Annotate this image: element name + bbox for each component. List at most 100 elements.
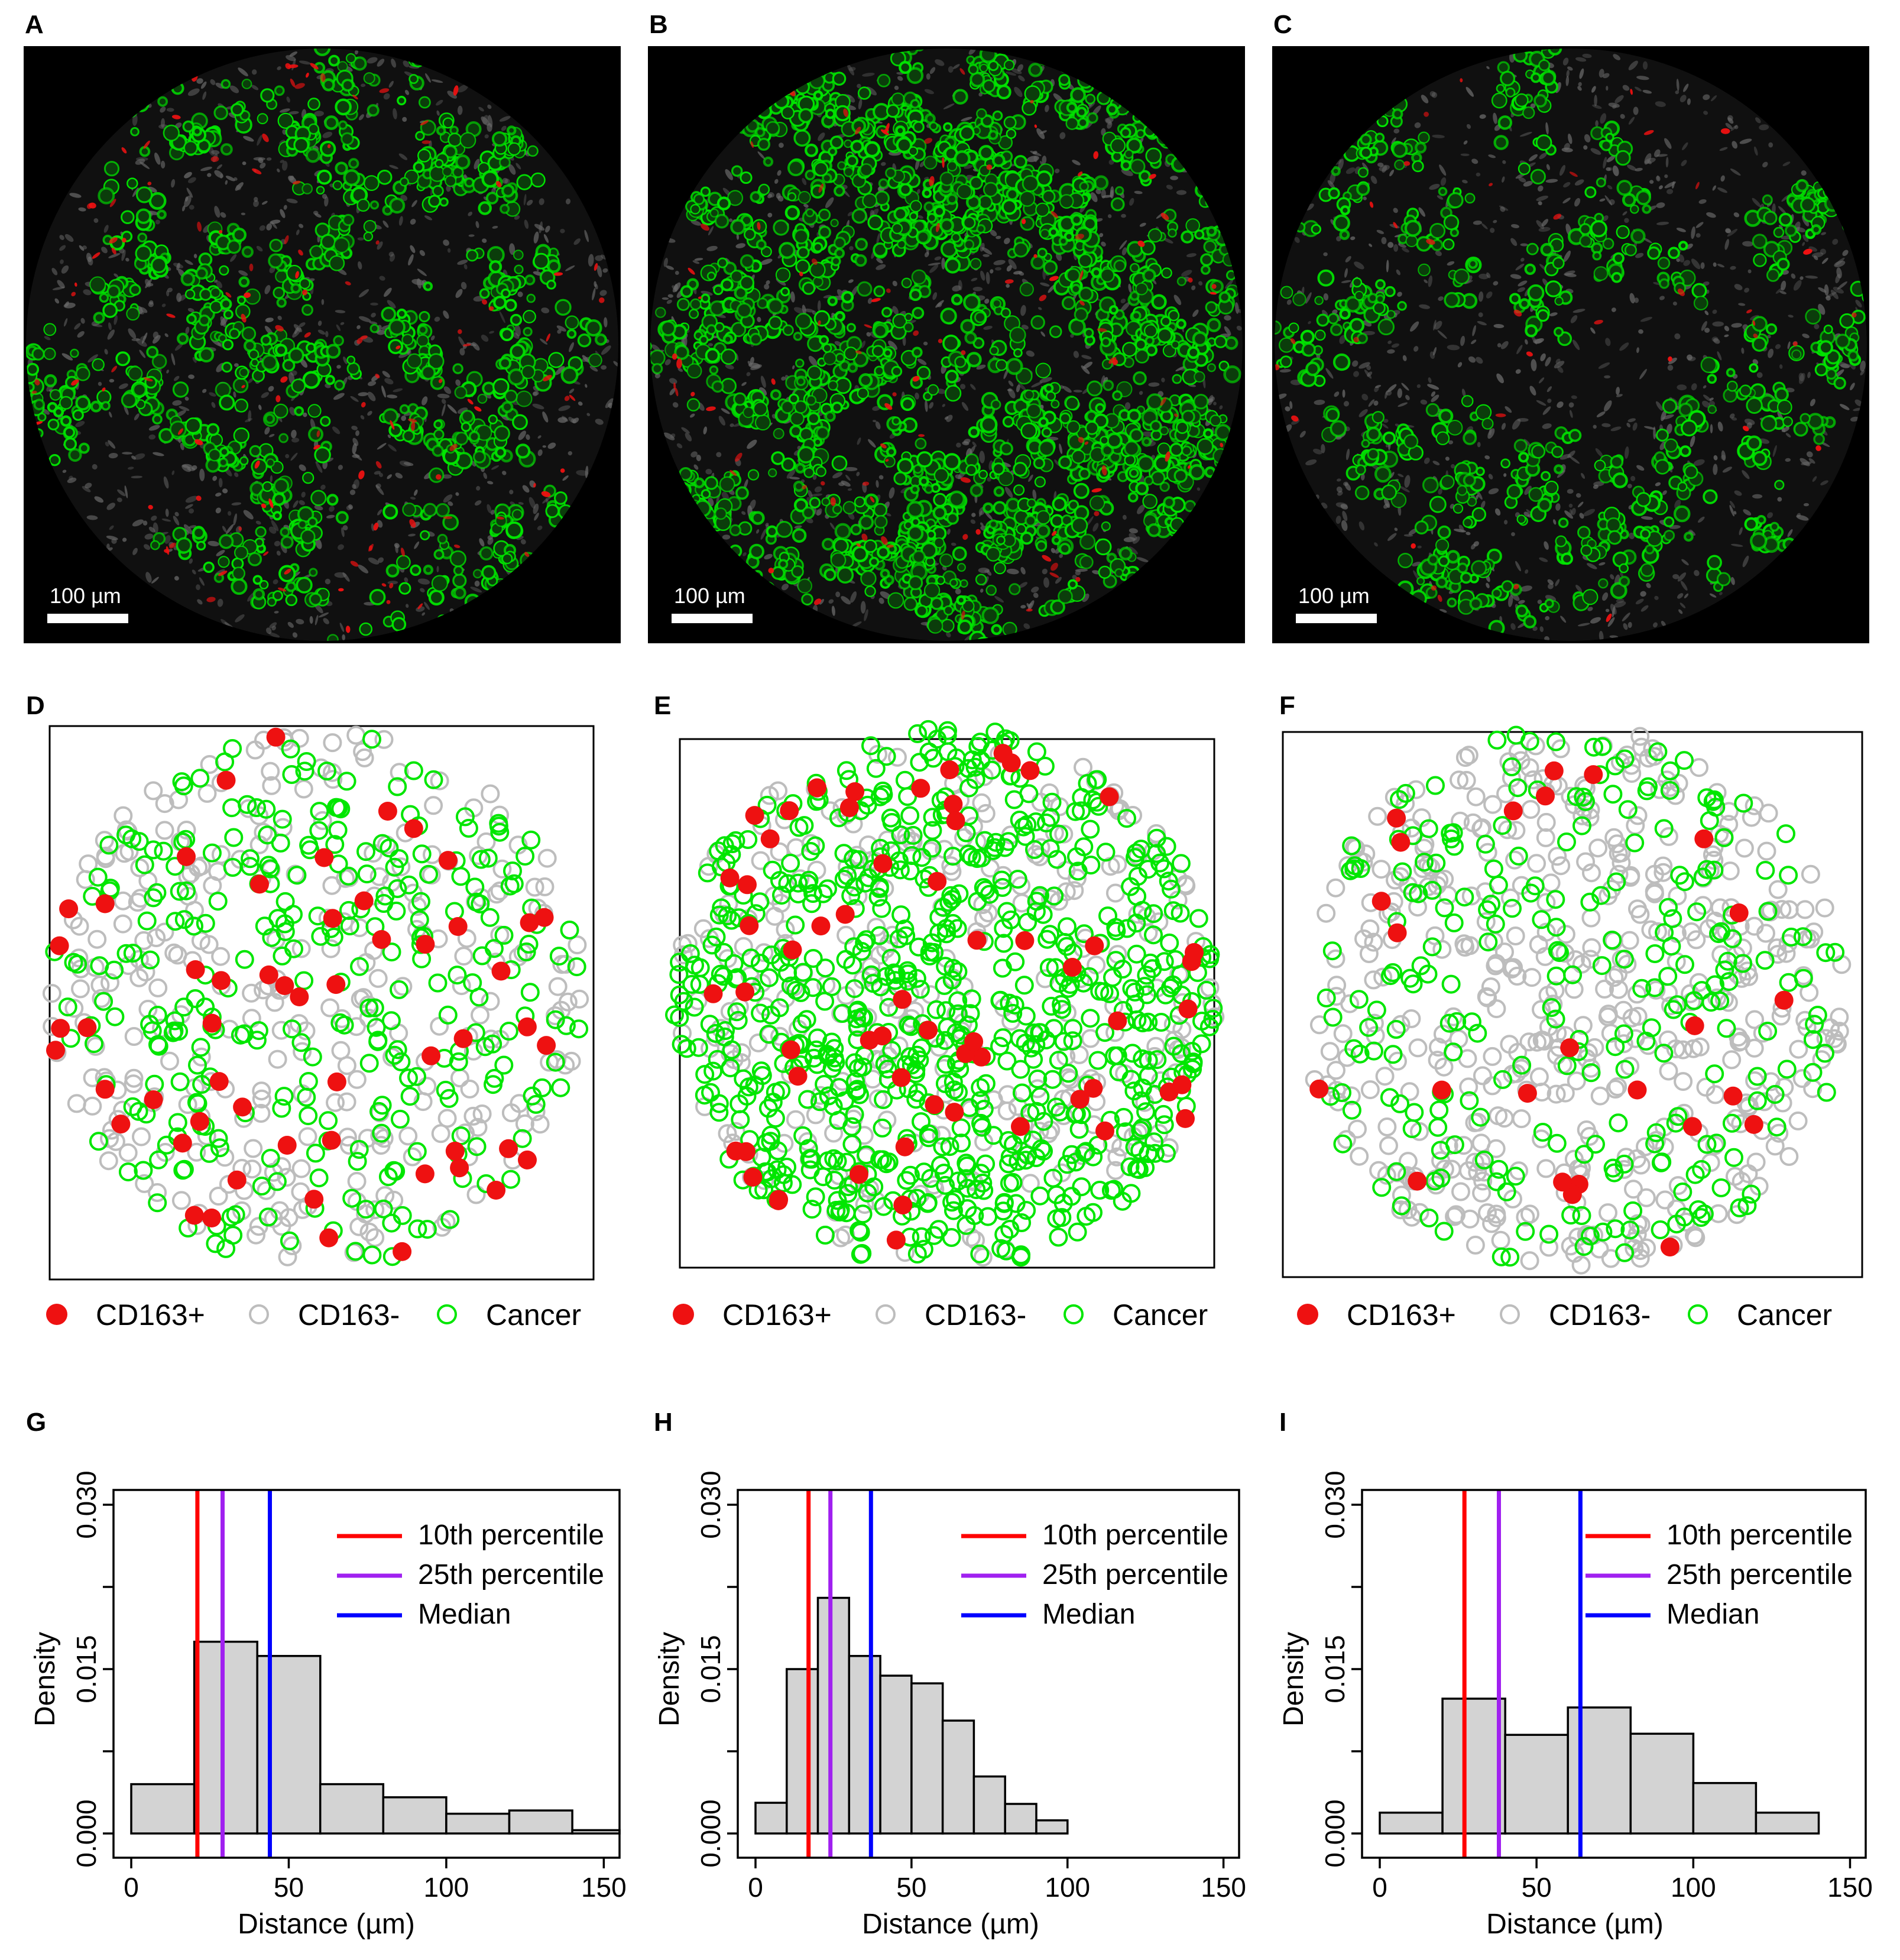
- stroma-nucleus: [132, 519, 144, 527]
- stroma-nucleus: [281, 161, 288, 171]
- cancer-cell: [874, 365, 885, 377]
- stroma-nucleus: [131, 475, 142, 479]
- cancer-cell: [326, 494, 339, 506]
- cancer-cell: [897, 458, 914, 475]
- stroma-nucleus: [355, 50, 358, 55]
- cancer-cell: [686, 398, 701, 412]
- cancer-cell: [1110, 197, 1125, 212]
- stroma-nucleus: [501, 125, 507, 131]
- stroma-nucleus: [323, 618, 329, 624]
- stroma-nucleus: [176, 263, 180, 271]
- stroma-nucleus: [234, 472, 239, 477]
- cancer-cell: [1106, 103, 1118, 115]
- cancer-cell: [904, 313, 913, 322]
- cancer-cell: [791, 565, 804, 578]
- stroma-nucleus: [64, 318, 68, 327]
- stroma-nucleus: [337, 544, 345, 550]
- stroma-nucleus: [277, 66, 281, 70]
- stroma-nucleus: [377, 557, 384, 563]
- cancer-cell: [322, 78, 335, 92]
- cancer-cell: [833, 237, 846, 250]
- stroma-nucleus: [248, 410, 252, 422]
- cancer-cell: [44, 374, 57, 387]
- cancer-cell: [129, 284, 141, 296]
- cancer-cell: [1058, 455, 1072, 469]
- stroma-nucleus: [442, 404, 446, 417]
- stroma-nucleus: [274, 540, 281, 547]
- stroma-nucleus: [216, 164, 222, 170]
- cancer-cell: [429, 166, 446, 182]
- stroma-nucleus: [338, 465, 343, 470]
- cancer-cell: [651, 362, 663, 375]
- cancer-cell: [1112, 390, 1123, 401]
- stroma-nucleus: [273, 579, 278, 585]
- stroma-nucleus: [139, 349, 146, 358]
- cancer-cell: [891, 223, 903, 235]
- cancer-cell: [1036, 510, 1051, 525]
- cancer-cell: [307, 426, 324, 442]
- stroma-nucleus: [358, 261, 362, 270]
- cancer-cell: [1003, 116, 1017, 129]
- stroma-nucleus: [543, 234, 549, 243]
- cancer-cell: [891, 416, 901, 426]
- stroma-nucleus: [124, 405, 129, 415]
- stroma-nucleus: [79, 245, 85, 251]
- cancer-cell: [135, 245, 152, 262]
- cancer-cell: [722, 334, 733, 345]
- cancer-cell: [1028, 62, 1043, 77]
- cancer-cell: [293, 137, 309, 153]
- cancer-cell: [828, 380, 838, 391]
- cancer-cell: [352, 56, 367, 71]
- cancer-cell: [847, 362, 858, 373]
- cancer-cell: [309, 592, 322, 606]
- cancer-cell: [915, 604, 928, 617]
- stroma-nucleus: [186, 187, 193, 198]
- scale-bar-label: 100 µm: [50, 584, 121, 608]
- cancer-cell: [527, 145, 539, 157]
- cancer-cell: [850, 140, 864, 154]
- stroma-nucleus: [274, 611, 279, 614]
- stroma-nucleus: [367, 57, 378, 64]
- stroma-nucleus: [342, 525, 348, 530]
- stroma-nucleus: [77, 331, 85, 338]
- cancer-cell: [690, 203, 701, 215]
- cancer-cell: [1106, 432, 1123, 449]
- cancer-cell: [880, 568, 890, 579]
- stroma-nucleus: [98, 381, 102, 386]
- stroma-nucleus: [122, 452, 132, 455]
- cancer-cell: [946, 193, 958, 205]
- stroma-nucleus: [155, 219, 160, 225]
- cancer-cell: [952, 89, 968, 105]
- stroma-nucleus: [389, 164, 398, 170]
- stroma-nucleus: [421, 396, 428, 406]
- stroma-nucleus: [360, 415, 365, 420]
- stroma-nucleus: [167, 287, 173, 293]
- stroma-nucleus: [368, 381, 377, 386]
- stroma-nucleus: [588, 254, 594, 267]
- stroma-nucleus: [59, 235, 64, 240]
- cancer-cell: [846, 323, 856, 333]
- cancer-cell: [268, 253, 284, 269]
- cancer-cell: [787, 192, 797, 202]
- cancer-cell: [135, 186, 153, 203]
- cancer-cell: [223, 309, 234, 320]
- stroma-nucleus: [301, 491, 306, 498]
- cancer-cell: [1144, 336, 1155, 346]
- scale-bar-line: [672, 614, 753, 623]
- stroma-nucleus: [325, 578, 331, 585]
- stroma-nucleus: [258, 157, 264, 163]
- cancer-cell: [286, 265, 303, 281]
- stroma-nucleus: [349, 490, 356, 495]
- cancer-cell: [720, 278, 734, 291]
- cancer-cell: [1114, 568, 1124, 578]
- cancer-cell: [835, 352, 845, 363]
- cancer-cell: [53, 406, 64, 418]
- stroma-nucleus: [335, 310, 346, 313]
- cancer-cell: [75, 366, 90, 381]
- cancer-cell: [996, 85, 1011, 100]
- cancer-cell: [622, 319, 633, 329]
- stroma-nucleus: [152, 335, 161, 344]
- cancer-cell: [1024, 390, 1035, 400]
- stroma-nucleus: [191, 465, 197, 470]
- stroma-nucleus: [578, 401, 583, 406]
